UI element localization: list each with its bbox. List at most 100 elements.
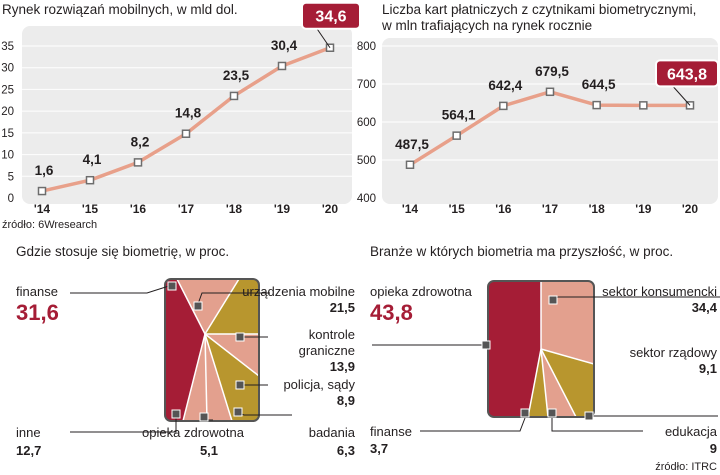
pie1-label-policja-sady: policja, sądy	[283, 377, 355, 392]
pie2-label-sektor-konsumencki: sektor konsumencki	[602, 284, 717, 299]
chart-mobile-market: Rynek rozwiązań mobilnych, w mld dol. 0 5…	[1, 1, 361, 231]
c1-xtick-label: '17	[178, 202, 195, 216]
pie2-label-sektor-rzadowy: sektor rządowy	[630, 345, 718, 360]
c2-highlight-box	[655, 59, 719, 88]
c1-ytick-label: 5	[8, 171, 14, 183]
c1-point	[85, 175, 95, 185]
c2-point	[545, 87, 555, 97]
pie2-slice-opieka-zdrowotna	[488, 281, 541, 417]
c2-data-label: 642,4	[488, 78, 522, 93]
pie1-slice-badania	[205, 334, 259, 421]
pie1-label-opieka-zdrowotna: opieka zdrowotna	[142, 425, 245, 440]
c2-data-label: 487,5	[395, 137, 429, 152]
c1-xtick-label: '18	[226, 202, 243, 216]
c2-ytick-label: 800	[357, 41, 376, 53]
c2-point	[452, 131, 461, 140]
pie1-value-finanse: 31,6	[16, 300, 59, 325]
chart-where-biometrics: Gdzie stosuje się biometrię, w proc.	[16, 244, 356, 458]
c2-point	[499, 101, 508, 111]
c1-ytick-label: 10	[1, 150, 14, 162]
c1-data-label: 1,6	[35, 163, 54, 178]
c1-data-label: 14,8	[175, 106, 202, 121]
c1-data-label: 30,4	[271, 38, 298, 53]
c1-point	[229, 91, 239, 101]
c1-data-label: 4,1	[83, 152, 102, 167]
pie1-label-inne: inne	[16, 425, 41, 440]
c2-point	[639, 101, 648, 110]
pie1-value-opieka-zdrowotna: 5,1	[200, 443, 218, 458]
c2-xtick-label: '16	[495, 202, 512, 216]
pie1-value-badania: 6,3	[337, 443, 355, 458]
pie2-value-sektor-konsumencki: 34,4	[692, 300, 718, 315]
chart1-panel	[22, 26, 352, 204]
pie2-label-edukacja: edukacja	[665, 424, 718, 439]
chart1-source: źródło: 6Wresearch	[2, 219, 97, 231]
c2-data-label: 679,5	[535, 64, 569, 79]
pie2-label-opieka-zdrowotna: opieka zdrowotna	[370, 284, 473, 299]
c1-xtick-label: '16	[130, 202, 147, 216]
chart3-title: Gdzie stosuje się biometrię, w proc.	[16, 244, 229, 259]
c1-ytick-label: 25	[1, 84, 14, 96]
pie1-label-urzadzenia-mobilne: urządzenia mobilne	[242, 284, 355, 299]
pie2-slice-sektor-rzadowy	[541, 349, 594, 417]
chart4-source: źródło: ITRC	[655, 461, 717, 473]
c1-data-label: 23,5	[223, 68, 250, 83]
pie1-value-policja-sady: 8,9	[337, 393, 355, 408]
chart2-title: Liczba kart płatniczych z czytnikami bio…	[382, 2, 696, 17]
c1-xtick-label: '19	[274, 202, 291, 216]
c1-ytick-label: 35	[1, 41, 14, 53]
pie2-value-finanse: 3,7	[370, 441, 388, 456]
pie1-label-finanse: finanse	[16, 284, 58, 299]
pie2-value-sektor-rzadowy: 9,1	[699, 361, 717, 376]
pie1-frame	[164, 278, 260, 422]
pie2-slice-finanse	[528, 349, 548, 417]
c2-xtick-label: '15	[449, 202, 466, 216]
c1-ytick-label: 20	[1, 106, 14, 118]
c2-xtick-label: '17	[542, 202, 559, 216]
c2-ytick-label: 400	[357, 193, 376, 205]
c2-data-label: 643,8	[667, 66, 707, 83]
c2-ytick-label: 500	[357, 155, 376, 167]
c2-point	[405, 160, 415, 169]
c1-xtick-label: '20	[322, 202, 339, 216]
c1-point	[37, 186, 47, 196]
pie2-value-edukacja: 9	[710, 441, 717, 456]
c2-point	[592, 100, 601, 110]
c2-xtick-label: '18	[589, 202, 606, 216]
c2-xtick-label: '14	[402, 202, 419, 216]
c1-highlight-box	[301, 1, 361, 30]
c2-xtick-label: '19	[635, 202, 652, 216]
c1-xtick-label: '15	[82, 202, 99, 216]
chart-future-industries: Branże w których biometria ma przyszłość…	[370, 244, 720, 473]
c1-point	[133, 158, 143, 167]
pie2-value-opieka-zdrowotna: 43,8	[370, 300, 413, 325]
pie1-value-urzadzenia-mobilne: 21,5	[330, 300, 355, 315]
chart1-title: Rynek rozwiązań mobilnych, w mld dol.	[2, 2, 238, 17]
pie1-label-kontrole: kontrole	[309, 327, 355, 342]
c1-ytick-label: 30	[1, 63, 14, 75]
c2-highlight-leader	[672, 86, 691, 106]
c1-highlight-leader	[316, 28, 331, 49]
c2-data-label: 564,1	[442, 108, 476, 123]
c2-ytick-label: 700	[357, 79, 376, 91]
c1-data-label: 8,2	[131, 134, 150, 149]
pie1-value-kontrole-graniczne: 13,9	[330, 359, 355, 374]
pie2-label-finanse: finanse	[370, 424, 412, 439]
c1-ytick-label: 0	[8, 193, 14, 205]
c2-xtick-label: '20	[682, 202, 699, 216]
chart4-title: Branże w których biometria ma przyszłość…	[370, 244, 673, 259]
c1-data-label: 34,6	[315, 9, 346, 26]
c1-point	[277, 61, 287, 71]
pie1-label-badania: badania	[309, 425, 356, 440]
chart2-panel	[382, 38, 718, 204]
c1-point	[181, 129, 191, 138]
c1-xtick-label: '14	[34, 202, 51, 216]
pie1-value-inne: 12,7	[16, 443, 41, 458]
c2-ytick-label: 600	[357, 117, 376, 129]
chart2-title-line2: w mln trafiających na rynek rocznie	[381, 18, 592, 33]
pie1-label-graniczne: graniczne	[299, 343, 355, 358]
c2-data-label: 644,5	[582, 77, 616, 92]
c1-ytick-label: 15	[1, 128, 14, 140]
chart-biometric-cards: Liczba kart płatniczych z czytnikami bio…	[357, 2, 719, 216]
